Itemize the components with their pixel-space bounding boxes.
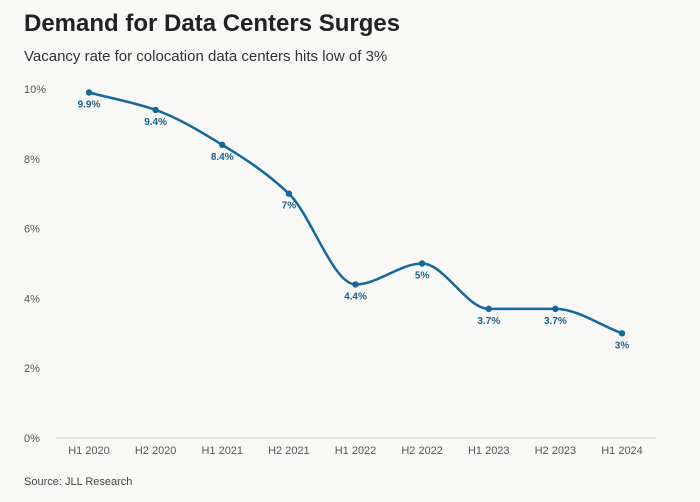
y-tick-label: 4%: [24, 293, 40, 305]
data-point: [152, 106, 159, 114]
data-label: 5%: [415, 271, 430, 282]
data-point: [219, 141, 226, 149]
y-tick-label: 0%: [24, 433, 40, 445]
data-point: [485, 305, 492, 313]
data-label: 7%: [282, 201, 297, 212]
source-note: Source: JLL Research: [24, 476, 133, 488]
y-tick-label: 8%: [24, 154, 40, 166]
data-point: [285, 190, 293, 197]
chart-subtitle: Vacancy rate for colocation data centers…: [24, 48, 388, 65]
y-tick-label: 2%: [24, 363, 40, 375]
x-tick-label: H2 2022: [401, 445, 443, 457]
data-labels: 9.9% 9.4% 8.4% 7% 4.4% 5% 3.7% 3.7% 3%: [78, 99, 630, 351]
data-label: 9.9%: [78, 99, 101, 110]
x-tick-label: H1 2020: [68, 445, 110, 457]
data-label: 3.7%: [477, 316, 500, 327]
x-tick-label: H2 2023: [535, 445, 577, 457]
y-axis: 0% 2% 4% 6% 8% 10%: [24, 84, 46, 445]
x-tick-label: H1 2024: [601, 445, 643, 457]
x-tick-label: H1 2021: [201, 445, 243, 457]
data-point: [418, 260, 426, 267]
data-label: 4.4%: [344, 291, 367, 302]
data-label: 3%: [615, 340, 630, 351]
data-points: [85, 89, 626, 337]
data-point: [618, 330, 626, 337]
data-label: 9.4%: [144, 117, 167, 128]
data-point: [352, 281, 359, 288]
x-axis: H1 2020 H2 2020 H1 2021 H2 2021 H1 2022 H2 20…: [56, 437, 656, 457]
x-tick-label: H2 2021: [268, 445, 310, 457]
chart-title: Demand for Data Centers Surges: [24, 10, 401, 37]
data-label: 8.4%: [211, 152, 234, 163]
y-tick-label: 6%: [24, 224, 40, 236]
data-point: [552, 305, 559, 313]
data-point: [85, 89, 93, 96]
x-tick-label: H2 2020: [135, 445, 177, 457]
data-label: 3.7%: [544, 316, 567, 327]
x-tick-label: H1 2023: [468, 445, 510, 457]
y-tick-label: 10%: [24, 84, 46, 96]
x-tick-label: H1 2022: [335, 445, 377, 457]
